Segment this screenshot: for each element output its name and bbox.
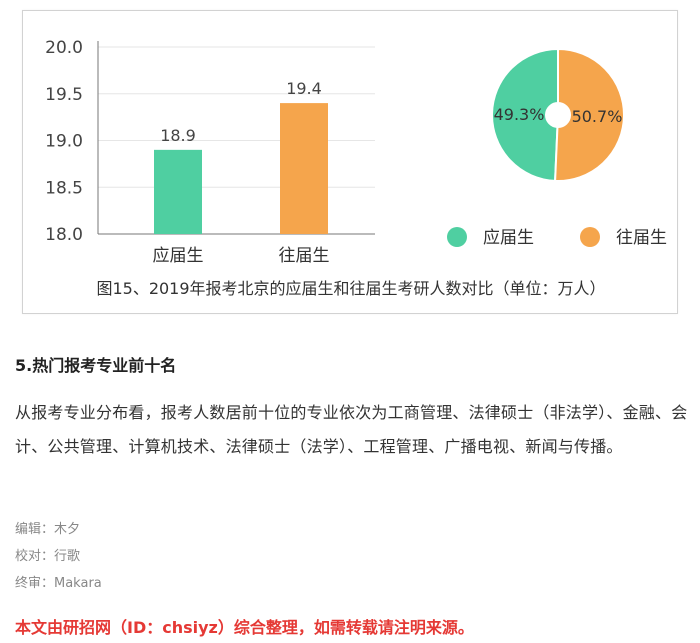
- bar-chart-bars: 18.9 19.4: [154, 79, 328, 234]
- bar: [280, 103, 328, 234]
- article-paragraph: 从报考专业分布看，报考人数居前十位的专业依次为工商管理、法律硕士（非法学）、金融…: [15, 403, 688, 456]
- source-note: 本文由研招网（ID：chsiyz）综合整理，如需转载请注明来源。: [15, 618, 474, 637]
- pie-slice: [554, 47, 625, 182]
- bar-chart-gridlines: [97, 41, 375, 235]
- y-tick-label: 18.5: [45, 178, 83, 198]
- proofreader-credit: 校对：行歌: [15, 549, 81, 564]
- y-tick-label: 19.5: [45, 85, 83, 105]
- pie-value-label: 50.7%: [572, 107, 623, 126]
- bar-chart-y-ticks: 20.0 19.5 19.0 18.5 18.0: [45, 38, 83, 245]
- section-heading: 5.热门报考专业前十名: [15, 356, 177, 375]
- bar-value-label: 19.4: [286, 79, 322, 98]
- legend-label: 应届生: [483, 228, 534, 248]
- chart-svg: 20.019.519.018.518.0 18.919.4 应届生 往届生 49.…: [45, 38, 667, 298]
- chart-figure: 20.0 19.5 19.0 18.5 18.0 18.9 19.4 应届生 往届生 49.…: [22, 10, 678, 314]
- y-tick-label: 19.0: [45, 132, 83, 152]
- pie-chart: 49.3% 50.7%: [491, 47, 625, 182]
- bar: [154, 149, 202, 234]
- figure-caption: 图15、2019年报考北京的应届生和往届生考研人数对比（单位：万人）: [96, 279, 605, 298]
- legend-swatch: [447, 227, 467, 247]
- x-tick-label: 应届生: [153, 246, 204, 266]
- editor-credit: 编辑：木夕: [15, 522, 81, 537]
- x-tick-label: 往届生: [279, 246, 330, 266]
- pie-slice: [491, 47, 559, 182]
- legend-swatch: [580, 227, 600, 247]
- pie-legend: 应届生 往届生: [447, 227, 667, 248]
- y-tick-label: 20.0: [45, 38, 83, 58]
- final-review-credit: 终审：Makara: [15, 576, 102, 591]
- y-tick-label: 18.0: [45, 225, 83, 245]
- pie-value-label: 49.3%: [494, 105, 545, 124]
- bar-chart-x-labels: 应届生 往届生: [153, 246, 330, 266]
- legend-label: 往届生: [616, 228, 667, 248]
- bar-value-label: 18.9: [160, 126, 196, 145]
